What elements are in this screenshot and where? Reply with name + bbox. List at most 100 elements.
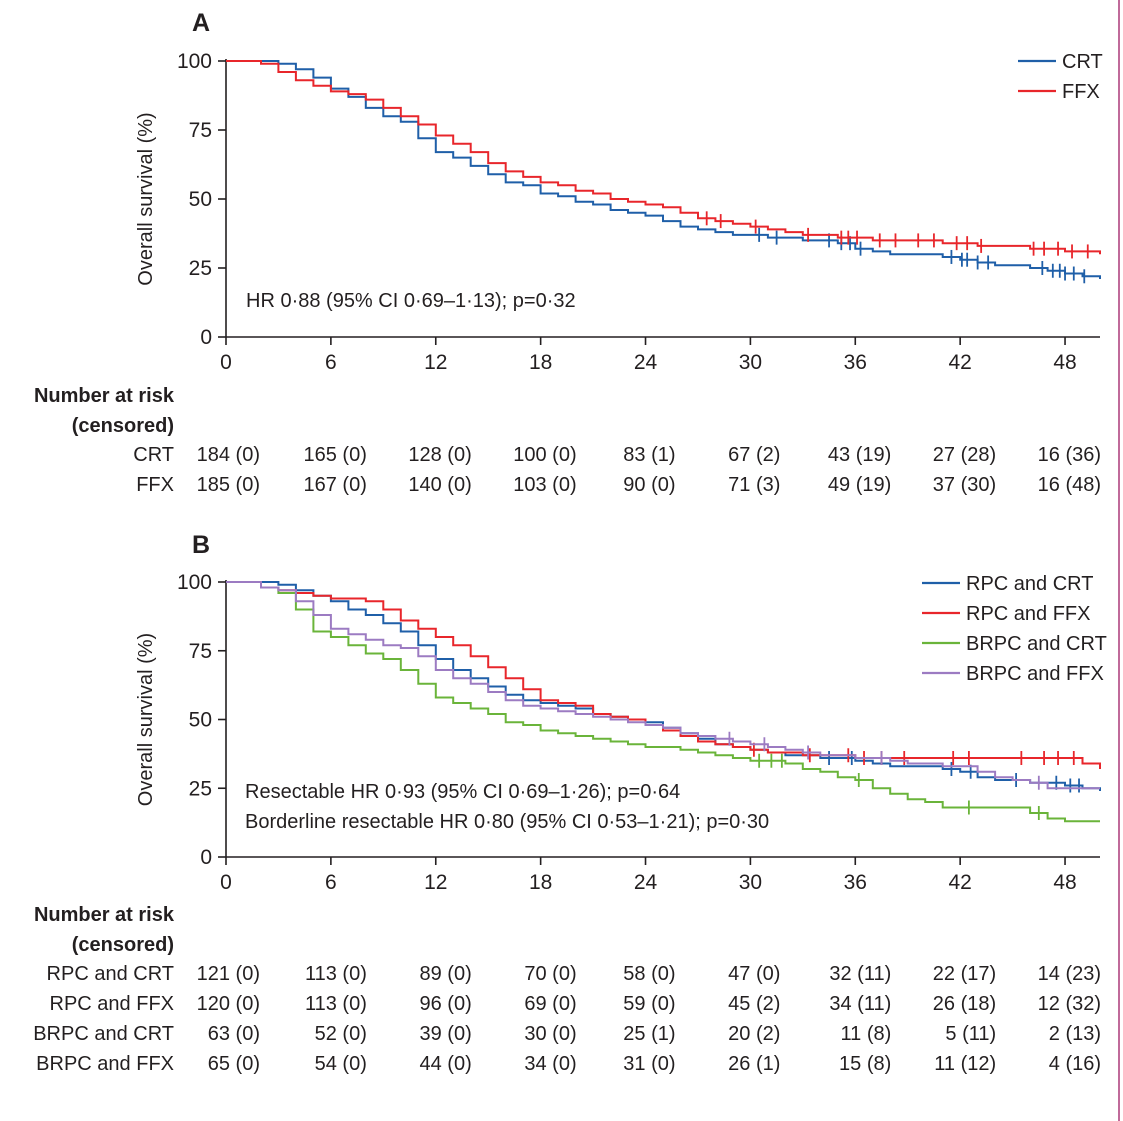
legend-label: RPC and CRT [966, 573, 1093, 595]
hr-annotation: HR 0·88 (95% CI 0·69–1·13); p=0·32 [246, 290, 576, 312]
risk-cell: 22 (17) [933, 963, 996, 985]
y-tick-label: 0 [200, 846, 212, 869]
x-tick-label: 18 [529, 871, 552, 894]
risk-cell: 49 (19) [828, 474, 891, 496]
y-tick-label: 50 [189, 709, 212, 732]
risk-row-label: BRPC and CRT [33, 1023, 174, 1045]
risk-cell: 30 (0) [524, 1023, 576, 1045]
risk-cell: 2 (13) [1049, 1023, 1101, 1045]
risk-cell: 96 (0) [420, 993, 472, 1015]
x-tick-label: 12 [424, 871, 447, 894]
x-tick-label: 36 [844, 871, 867, 894]
x-tick-label: 30 [739, 351, 762, 374]
risk-cell: 140 (0) [408, 474, 471, 496]
series-line-crt [226, 60, 1101, 279]
risk-cell: 44 (0) [420, 1053, 472, 1075]
series-line-brpc-and-crt [226, 581, 1100, 823]
x-tick-label: 48 [1053, 871, 1076, 894]
risk-cell: 113 (0) [305, 963, 367, 985]
series-line-rpc-and-crt [226, 581, 1101, 791]
risk-cell: 34 (0) [524, 1053, 576, 1075]
x-tick-label: 6 [325, 871, 337, 894]
y-tick-label: 25 [189, 257, 212, 280]
risk-cell: 27 (28) [933, 444, 996, 466]
risk-cell: 184 (0) [197, 444, 260, 466]
x-tick-label: 24 [634, 351, 658, 374]
y-axis-title: Overall survival (%) [135, 112, 157, 285]
risk-table-subtitle: (censored) [72, 415, 174, 437]
risk-cell: 11 (12) [934, 1053, 996, 1075]
legend-label: BRPC and CRT [966, 633, 1107, 655]
x-tick-label: 42 [948, 351, 971, 374]
legend-label: RPC and FFX [966, 603, 1090, 625]
risk-table-title: Number at risk [34, 385, 175, 407]
risk-row-label: RPC and CRT [47, 963, 174, 985]
hr-annotation: Resectable HR 0·93 (95% CI 0·69–1·26); p… [245, 781, 680, 803]
risk-cell: 89 (0) [420, 963, 472, 985]
hr-annotation: Borderline resectable HR 0·80 (95% CI 0·… [245, 811, 769, 833]
x-tick-label: 48 [1053, 351, 1076, 374]
risk-cell: 59 (0) [623, 993, 675, 1015]
risk-cell: 43 (19) [828, 444, 891, 466]
x-tick-label: 12 [424, 351, 447, 374]
risk-cell: 185 (0) [197, 474, 260, 496]
risk-cell: 31 (0) [623, 1053, 675, 1075]
risk-cell: 47 (0) [728, 963, 780, 985]
risk-cell: 52 (0) [315, 1023, 367, 1045]
legend-label: CRT [1062, 51, 1103, 73]
risk-cell: 15 (8) [839, 1053, 891, 1075]
risk-cell: 5 (11) [945, 1023, 996, 1045]
risk-cell: 54 (0) [315, 1053, 367, 1075]
risk-row-label: BRPC and FFX [36, 1053, 174, 1075]
risk-row-label: RPC and FFX [50, 993, 174, 1015]
legend-label: BRPC and FFX [966, 663, 1104, 685]
risk-cell: 65 (0) [208, 1053, 260, 1075]
risk-cell: 71 (3) [728, 474, 780, 496]
risk-cell: 128 (0) [408, 444, 471, 466]
y-tick-label: 50 [189, 188, 212, 211]
x-tick-label: 24 [634, 871, 658, 894]
risk-cell: 16 (48) [1038, 474, 1101, 496]
risk-cell: 12 (32) [1038, 993, 1101, 1015]
risk-table-title: Number at risk [34, 904, 175, 926]
risk-cell: 103 (0) [513, 474, 576, 496]
risk-cell: 25 (1) [623, 1023, 675, 1045]
y-tick-label: 75 [189, 119, 212, 142]
risk-cell: 83 (1) [623, 444, 675, 466]
x-tick-label: 18 [529, 351, 552, 374]
legend-label: FFX [1062, 81, 1100, 103]
risk-cell: 32 (11) [829, 963, 891, 985]
risk-cell: 45 (2) [728, 993, 780, 1015]
risk-cell: 113 (0) [305, 993, 367, 1015]
panel-a: A 0 25 50 75 100 0 6 12 18 24 30 36 42 48 Overall survi… [34, 9, 1103, 496]
risk-cell: 16 (36) [1038, 444, 1101, 466]
y-tick-label: 100 [177, 571, 212, 594]
risk-cell: 34 (11) [829, 993, 891, 1015]
y-tick-label: 0 [200, 326, 212, 349]
risk-cell: 14 (23) [1038, 963, 1101, 985]
risk-cell: 20 (2) [728, 1023, 780, 1045]
risk-cell: 167 (0) [304, 474, 367, 496]
risk-cell: 165 (0) [304, 444, 367, 466]
risk-cell: 90 (0) [623, 474, 675, 496]
series-line-brpc-and-ffx [226, 581, 1100, 790]
y-tick-label: 25 [189, 777, 212, 800]
risk-table-subtitle: (censored) [72, 934, 174, 956]
x-tick-label: 30 [739, 871, 762, 894]
panel-letter: A [192, 9, 210, 37]
series-line-ffx [226, 60, 1101, 255]
risk-cell: 120 (0) [197, 993, 260, 1015]
risk-cell: 4 (16) [1049, 1053, 1101, 1075]
risk-cell: 26 (1) [728, 1053, 780, 1075]
risk-cell: 70 (0) [524, 963, 576, 985]
risk-cell: 121 (0) [197, 963, 260, 985]
risk-row-label: CRT [133, 444, 174, 466]
risk-cell: 67 (2) [728, 444, 780, 466]
y-tick-label: 100 [177, 50, 212, 73]
risk-cell: 58 (0) [623, 963, 675, 985]
x-tick-label: 6 [325, 351, 337, 374]
x-tick-label: 36 [844, 351, 867, 374]
risk-cell: 26 (18) [933, 993, 996, 1015]
risk-cell: 39 (0) [420, 1023, 472, 1045]
risk-cell: 69 (0) [524, 993, 576, 1015]
